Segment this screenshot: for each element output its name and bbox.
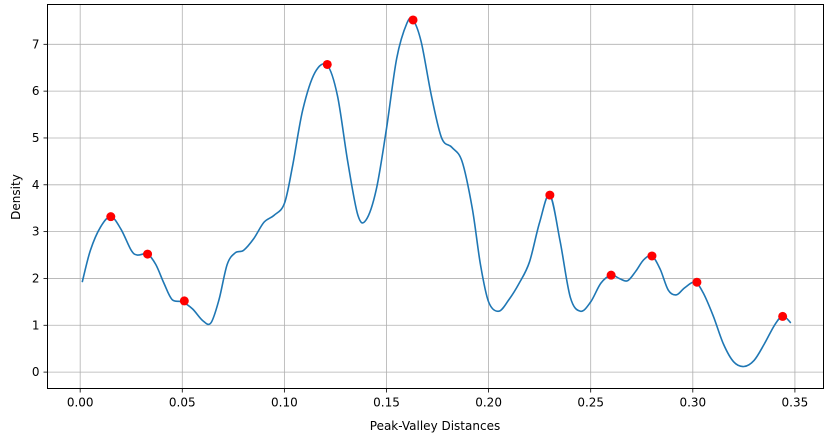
y-tick-label: 7	[32, 37, 40, 51]
x-tick-label: 0.00	[67, 396, 94, 410]
x-tick-label: 0.10	[271, 396, 298, 410]
x-tick-label: 0.25	[577, 396, 604, 410]
peak-marker	[606, 270, 616, 280]
y-tick-label: 3	[32, 225, 40, 239]
peak-marker	[322, 59, 332, 69]
plot-frame	[47, 4, 824, 389]
x-tick-label: 0.35	[782, 396, 809, 410]
y-tick-label: 0	[32, 365, 40, 379]
peak-markers	[106, 15, 788, 321]
density-line	[81, 17, 792, 368]
y-tick-label: 2	[32, 271, 40, 285]
peak-marker	[408, 15, 418, 25]
x-axis-ticks: 0.00 0.05 0.10 0.15 0.20 0.25 0.30 0.35	[67, 388, 809, 410]
peak-marker	[106, 212, 116, 222]
peak-marker	[179, 296, 189, 306]
y-axis-label: Density	[9, 174, 23, 220]
peak-marker	[692, 277, 702, 287]
peak-marker	[143, 249, 153, 259]
x-axis-label: Peak-Valley Distances	[370, 419, 500, 433]
x-tick-label: 0.15	[373, 396, 400, 410]
density-curve-group	[81, 17, 792, 368]
peak-marker	[778, 311, 788, 321]
x-tick-label: 0.30	[679, 396, 706, 410]
peak-marker	[545, 190, 555, 200]
x-tick-label: 0.05	[169, 396, 196, 410]
y-tick-label: 4	[32, 178, 40, 192]
y-tick-label: 5	[32, 131, 40, 145]
y-axis-ticks: 0 1 2 3 4 5 6 7	[32, 37, 48, 379]
y-tick-label: 1	[32, 318, 40, 332]
grid-lines	[47, 4, 824, 389]
y-tick-label: 6	[32, 84, 40, 98]
peak-marker	[647, 251, 657, 261]
x-tick-label: 0.20	[475, 396, 502, 410]
